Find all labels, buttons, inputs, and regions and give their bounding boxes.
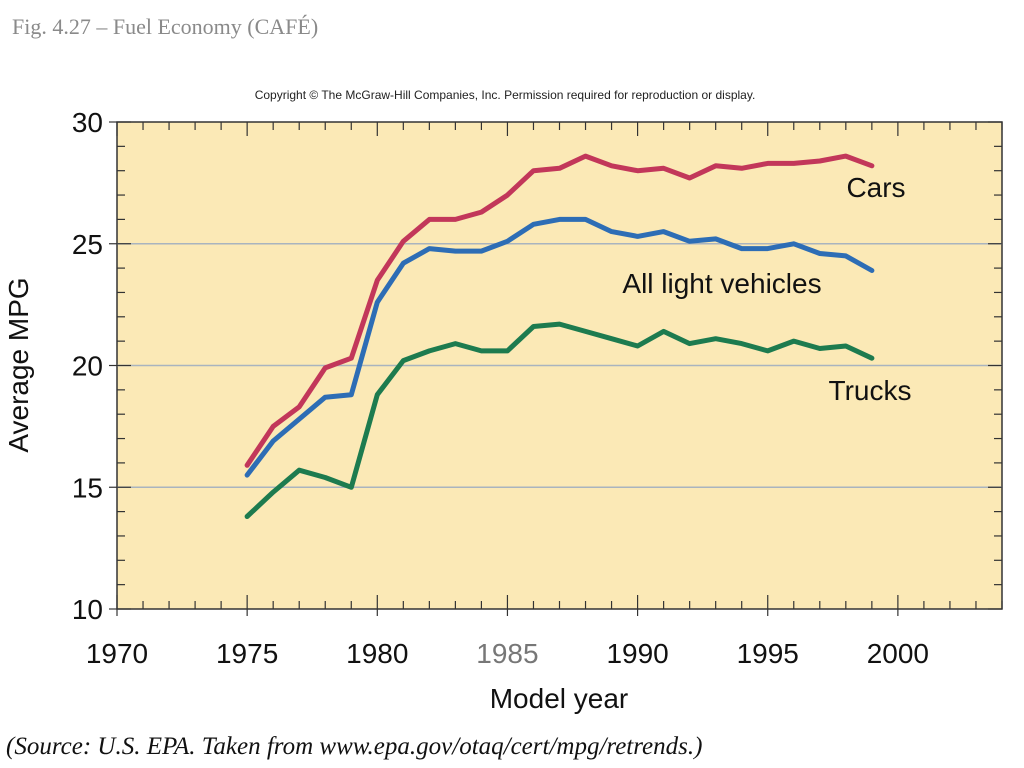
series-label-all-light-vehicles: All light vehicles <box>622 268 821 299</box>
x-axis-label: Model year <box>490 683 629 714</box>
series-line-cars <box>244 153 875 468</box>
y-tick-label-30: 30 <box>72 107 103 138</box>
copyright-notice: Copyright © The McGraw-Hill Companies, I… <box>255 88 756 102</box>
x-tick-label-1990: 1990 <box>606 638 668 669</box>
series-labels: Cars All light vehicles Trucks <box>622 172 911 406</box>
axis-ticks <box>109 121 1003 616</box>
y-tick-label-25: 25 <box>72 229 103 260</box>
x-tick-label-2000: 2000 <box>867 638 929 669</box>
y-tick-label-15: 15 <box>72 472 103 503</box>
x-tick-label-1995: 1995 <box>737 638 799 669</box>
tick-labels: 10 15 20 25 30 1970 1975 1980 1985 1990 1995 2000 <box>72 107 929 669</box>
x-tick-label-1970: 1970 <box>86 638 148 669</box>
x-tick-label-1980: 1980 <box>346 638 408 669</box>
series-label-cars: Cars <box>846 172 905 203</box>
source-note: (Source: U.S. EPA. Taken from www.epa.go… <box>6 733 703 760</box>
series-line-trucks <box>244 321 875 519</box>
y-axis-label: Average MPG <box>3 277 34 452</box>
x-tick-label-1975: 1975 <box>216 638 278 669</box>
x-tick-label-1985: 1985 <box>476 638 538 669</box>
gridlines <box>117 243 1002 488</box>
series-label-trucks: Trucks <box>829 375 912 406</box>
series-line-all-light-vehicles <box>244 216 875 478</box>
series-lines <box>244 153 875 519</box>
y-tick-label-20: 20 <box>72 351 103 382</box>
y-tick-label-10: 10 <box>72 594 103 625</box>
figure-title: Fig. 4.27 – Fuel Economy (CAFÉ) <box>12 14 319 39</box>
